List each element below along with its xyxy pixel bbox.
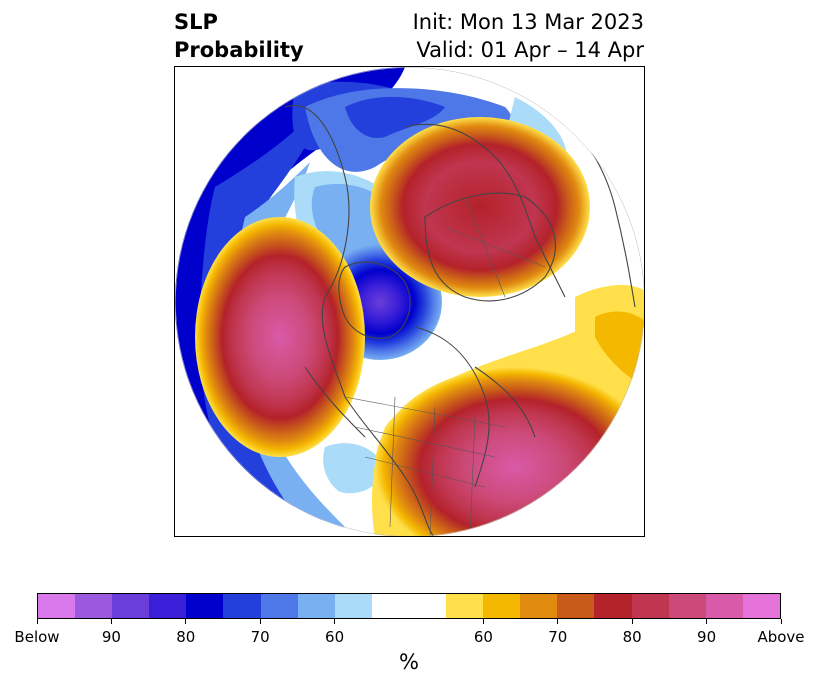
colorbar-tick-label: 60	[325, 628, 345, 646]
variable-label: SLP	[174, 10, 218, 34]
colorbar-segment	[483, 594, 521, 618]
colorbar-tick-mark	[780, 619, 782, 624]
chart-title: SLP Probability	[174, 8, 304, 64]
colorbar-tick-label: Below	[14, 628, 60, 646]
colorbar-segment	[557, 594, 595, 618]
colorbar-tick-mark	[334, 619, 336, 624]
colorbar-tick-label: 90	[101, 628, 121, 646]
borders	[344, 196, 546, 536]
colorbar-segment	[297, 594, 335, 618]
colorbar-segment	[668, 594, 706, 618]
colorbar-segment	[446, 594, 484, 618]
colorbar-tick-mark	[631, 619, 633, 624]
colorbar-tick-label: 80	[622, 628, 642, 646]
colorbar-segment	[75, 594, 113, 618]
colorbar-segment	[334, 594, 372, 618]
colorbar-segment	[742, 594, 780, 618]
colorbar-segment	[223, 594, 261, 618]
colorbar-tick-mark	[36, 619, 38, 624]
colorbar-segment	[705, 594, 743, 618]
colorbar-tick-mark	[185, 619, 187, 624]
init-date: Init: Mon 13 Mar 2023	[412, 10, 644, 34]
colorbar-segment	[38, 594, 76, 618]
map-panel	[174, 66, 645, 537]
colorbar-segment	[520, 594, 558, 618]
colorbar-unit: %	[399, 650, 419, 674]
colorbar-tick-mark	[259, 619, 261, 624]
colorbar-tick-label: 70	[548, 628, 568, 646]
probability-fields	[175, 67, 644, 536]
colorbar-segment	[186, 594, 224, 618]
valid-range: Valid: 01 Apr – 14 Apr	[416, 38, 644, 62]
colorbar-tick-label: 60	[473, 628, 493, 646]
colorbar	[37, 593, 781, 619]
colorbar-tick-mark	[110, 619, 112, 624]
colorbar-tick-mark	[482, 619, 484, 624]
colorbar-tick-mark	[706, 619, 708, 624]
colorbar-tick-label: 90	[697, 628, 717, 646]
quantity-label: Probability	[174, 38, 304, 62]
probability-map	[175, 67, 644, 536]
colorbar-segment	[112, 594, 150, 618]
date-info: Init: Mon 13 Mar 2023 Valid: 01 Apr – 14…	[413, 8, 644, 64]
colorbar-segment	[149, 594, 187, 618]
colorbar-segment	[260, 594, 298, 618]
colorbar-tick-mark	[557, 619, 559, 624]
colorbar-tick-label: 80	[176, 628, 196, 646]
colorbar-segment	[371, 594, 409, 618]
colorbar-segment	[408, 594, 447, 618]
colorbar-segment	[631, 594, 669, 618]
colorbar-tick-label: 70	[250, 628, 270, 646]
colorbar-segment	[594, 594, 632, 618]
colorbar-tick-label: Above	[757, 628, 805, 646]
